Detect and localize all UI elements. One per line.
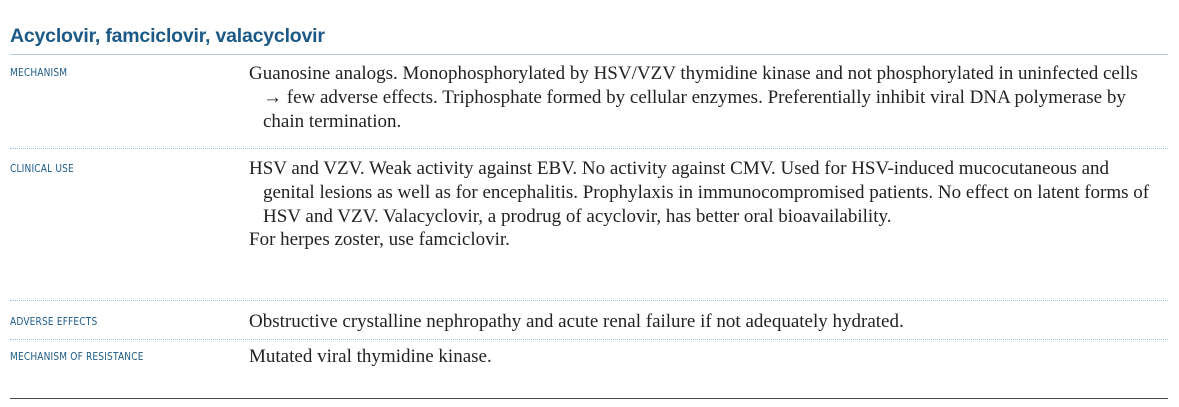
bottom-rule: [10, 398, 1168, 399]
row-content-adverse-effects: Obstructive crystalline nephropathy and …: [249, 310, 1154, 334]
row-content-clinical-use: HSV and VZV. Weak activity against EBV. …: [249, 157, 1154, 252]
row-divider: [10, 300, 1168, 301]
section-title: Acyclovir, famciclovir, valacyclovir: [10, 25, 325, 47]
row-label-adverse-effects: ADVERSE EFFECTS: [10, 316, 98, 328]
row-label-mechanism-of-resistance: MECHANISM OF RESISTANCE: [10, 351, 144, 363]
row-divider: [10, 148, 1168, 149]
clinical-use-text: HSV and VZV. Weak activity against EBV. …: [249, 158, 1150, 227]
resistance-text: Mutated viral thymidine kinase.: [249, 346, 492, 367]
row-content-mechanism: Guanosine analogs. Monophosphorylated by…: [249, 62, 1154, 133]
row-label-clinical-use: CLINICAL USE: [10, 163, 74, 175]
title-underline: [10, 54, 1168, 55]
mechanism-text: Guanosine analogs. Monophosphorylated by…: [249, 63, 1138, 132]
row-divider: [10, 339, 1168, 340]
row-label-mechanism: MECHANISM: [10, 67, 68, 79]
adverse-effects-text: Obstructive crystalline nephropathy and …: [249, 311, 904, 332]
clinical-use-note: For herpes zoster, use famciclovir.: [249, 229, 510, 251]
row-content-mechanism-of-resistance: Mutated viral thymidine kinase.: [249, 345, 1154, 369]
